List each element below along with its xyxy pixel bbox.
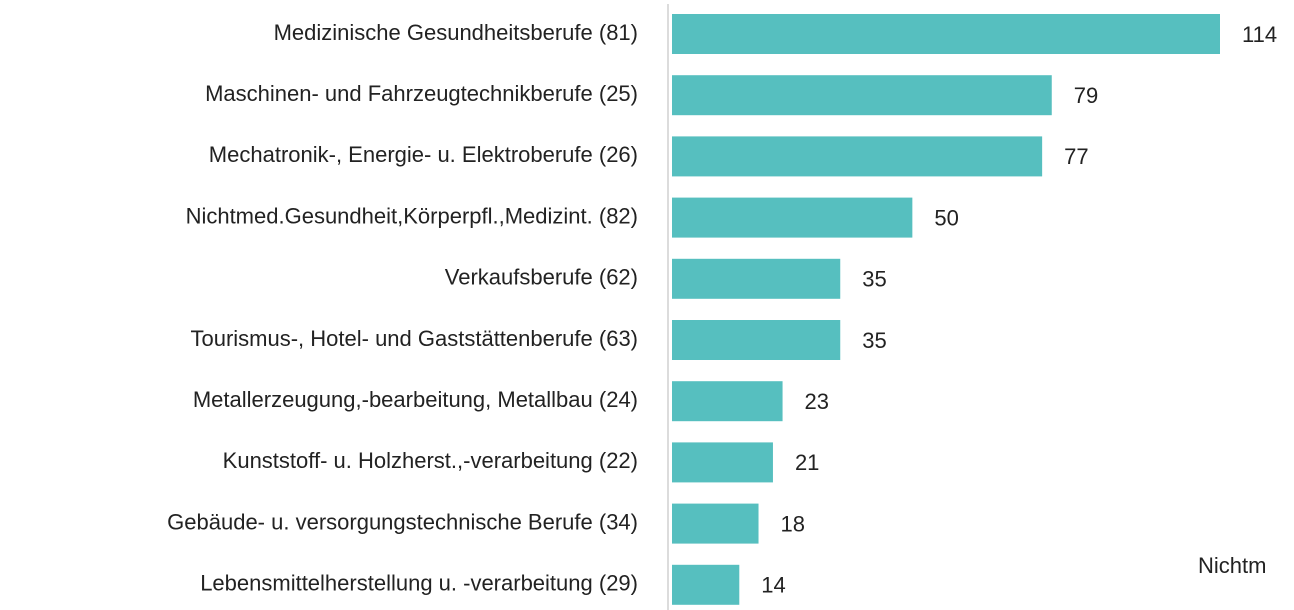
value-label: 21 (795, 450, 819, 475)
bar (672, 75, 1052, 116)
value-label: 35 (862, 267, 886, 292)
value-label: 14 (761, 573, 785, 598)
value-label: 79 (1074, 83, 1098, 108)
bar (672, 442, 773, 483)
category-label: Lebensmittelherstellung u. -verarbeitung… (200, 571, 638, 596)
bar (672, 14, 1220, 54)
category-label: Verkaufsberufe (62) (445, 265, 638, 290)
category-label: Kunststoff- u. Holzherst.,-verarbeitung … (223, 448, 638, 473)
category-label: Metallerzeugung,-bearbeitung, Metallbau … (193, 387, 638, 412)
value-label: 35 (862, 328, 886, 353)
value-label: 114 (1242, 22, 1277, 47)
bar (672, 197, 913, 238)
bar (672, 381, 783, 422)
bar (672, 136, 1043, 177)
value-label: 77 (1064, 144, 1088, 169)
category-label: Nichtmed.Gesundheit,Körperpfl.,Medizint.… (186, 203, 638, 228)
bar (672, 258, 841, 299)
category-label: Tourismus-, Hotel- und Gaststättenberufe… (190, 326, 638, 351)
annotation: Nichtm (1198, 553, 1266, 578)
value-label: 50 (934, 205, 958, 230)
value-label: 18 (781, 511, 805, 536)
bar (672, 320, 841, 360)
category-label: Mechatronik-, Energie- u. Elektroberufe … (209, 142, 638, 167)
value-label: 23 (805, 389, 829, 414)
category-label: Maschinen- und Fahrzeugtechnikberufe (25… (205, 81, 638, 106)
category-label: Medizinische Gesundheitsberufe (81) (274, 20, 638, 45)
bar (672, 564, 740, 605)
category-label: Gebäude- u. versorgungstechnische Berufe… (167, 509, 638, 534)
bar (672, 503, 759, 544)
